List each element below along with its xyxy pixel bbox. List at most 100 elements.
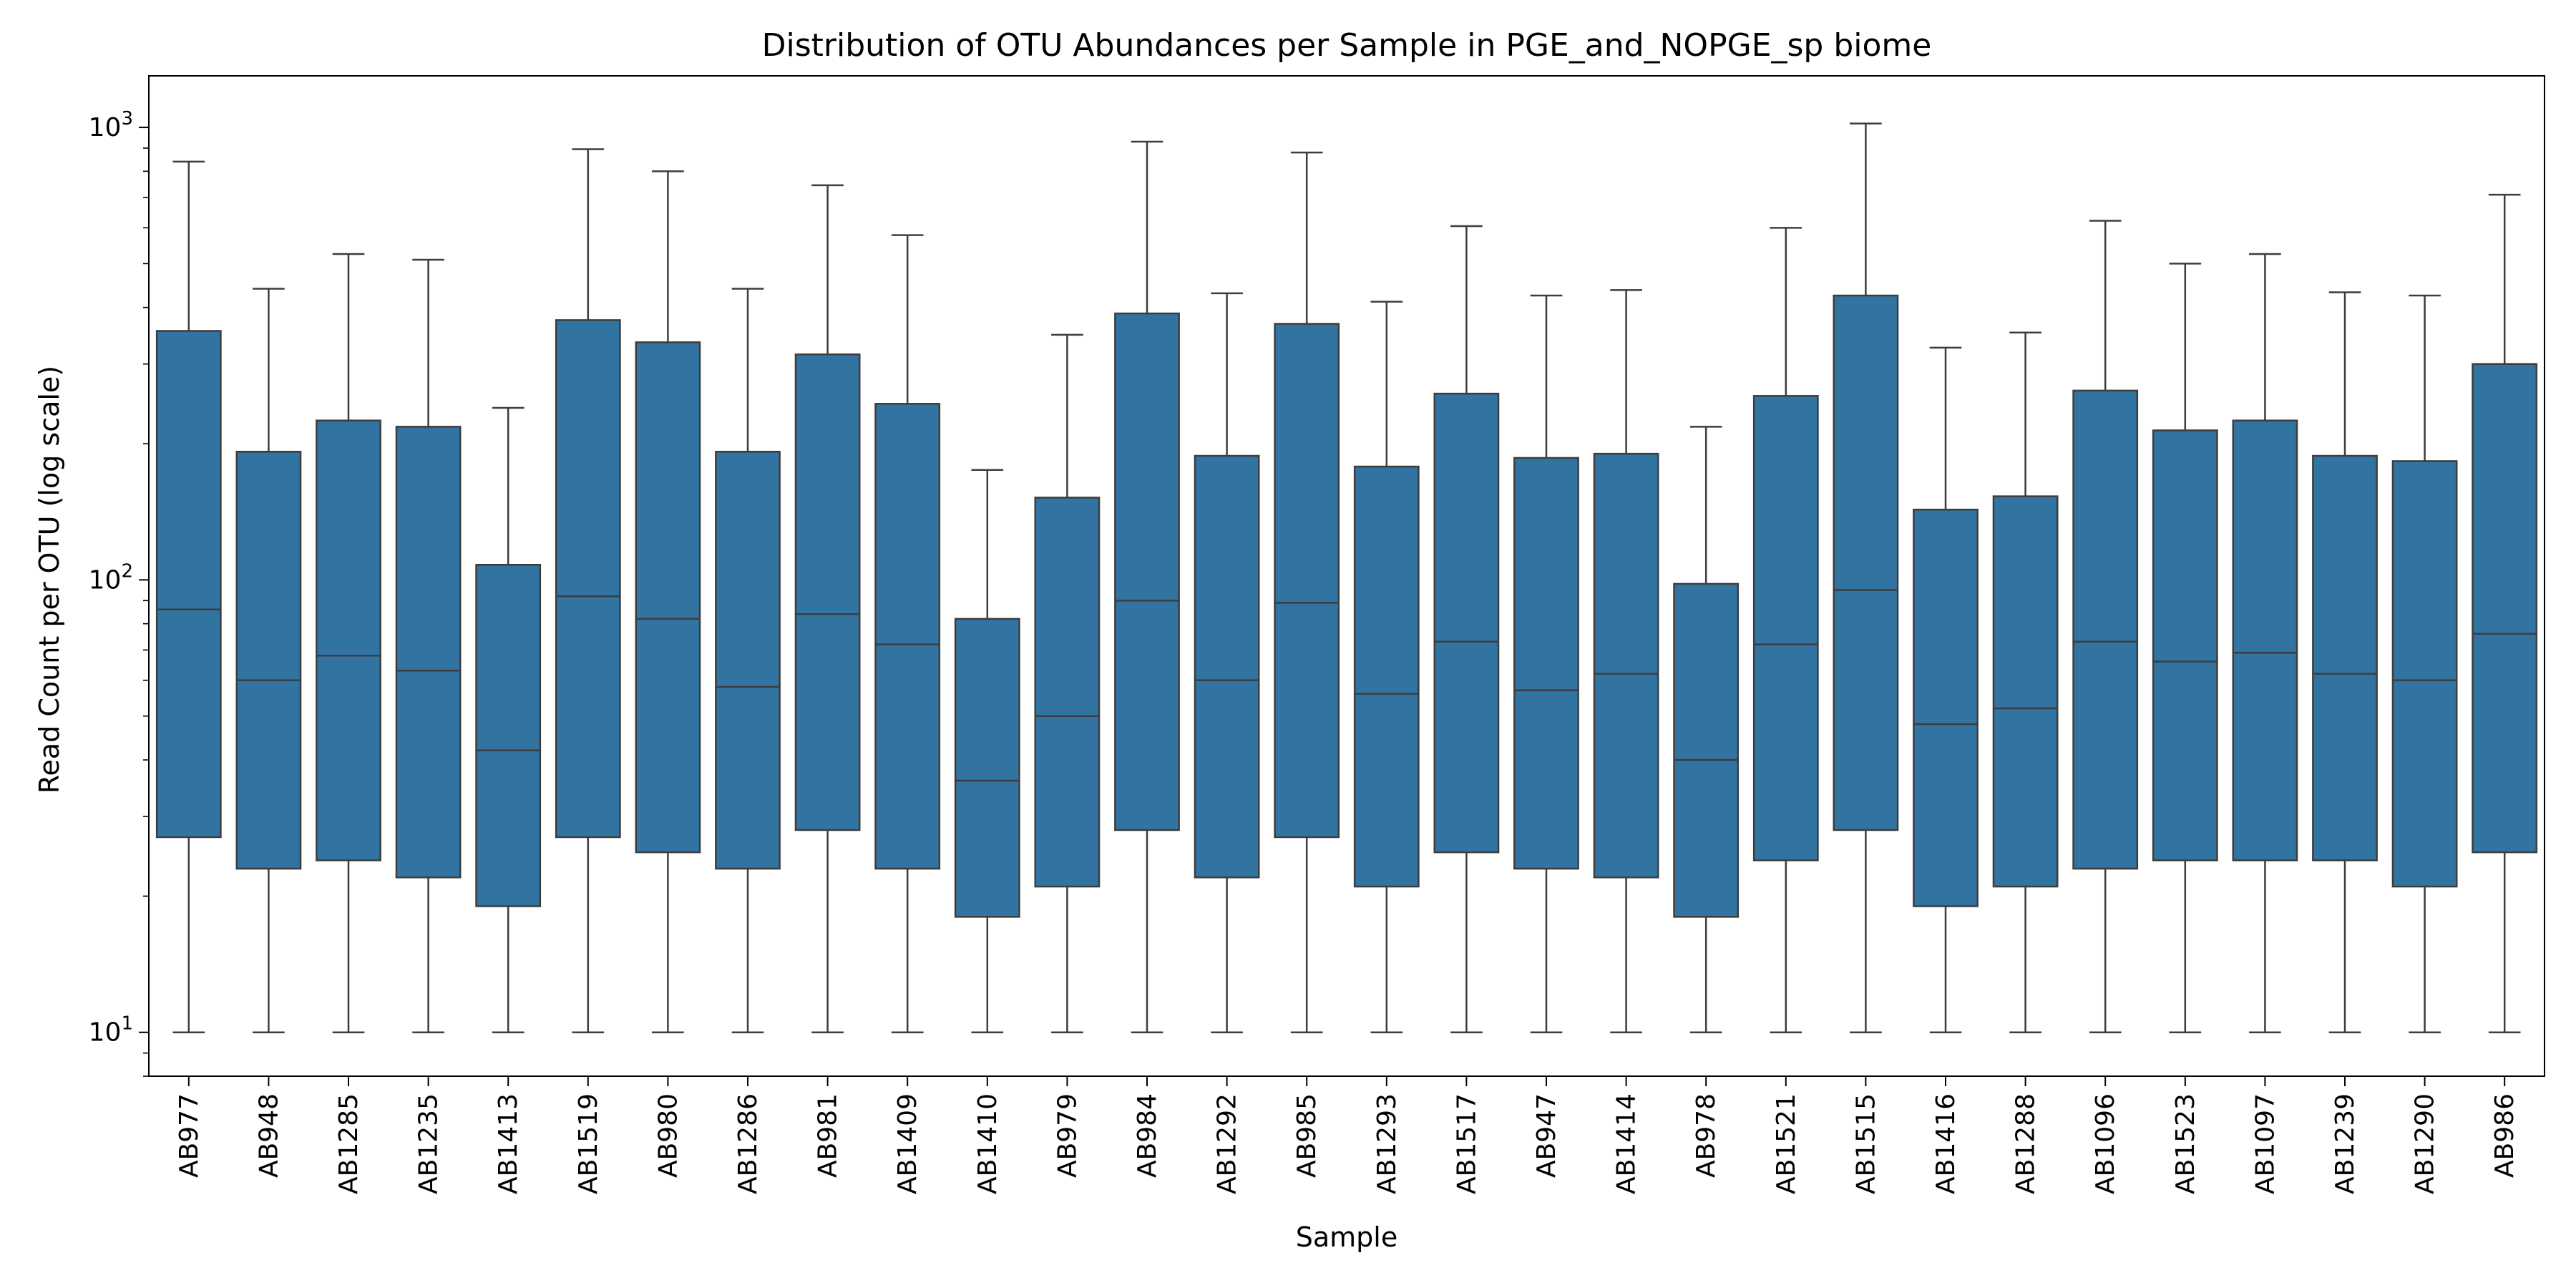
x-tick-label: AB985	[1292, 1093, 1322, 1178]
box	[1913, 508, 1979, 907]
x-tick-label: AB1292	[1213, 1093, 1242, 1194]
x-tick-label: AB979	[1053, 1093, 1082, 1178]
box	[2232, 419, 2298, 862]
x-tick-label: AB947	[1532, 1093, 1561, 1178]
x-tick-label: AB981	[814, 1093, 843, 1178]
box	[1353, 465, 1420, 888]
x-tick-label: AB1239	[2331, 1093, 2360, 1194]
box	[235, 450, 302, 870]
box-group	[155, 160, 222, 1033]
box-group	[1593, 289, 1659, 1033]
y-axis-label: Read Count per OTU (log scale)	[34, 366, 65, 794]
box	[1513, 457, 1579, 870]
x-tick-label: AB1409	[893, 1093, 922, 1194]
box	[2152, 429, 2218, 862]
box-group	[1274, 151, 1340, 1033]
box-group	[1034, 333, 1101, 1033]
box-group	[2232, 253, 2298, 1033]
box-group	[1114, 140, 1180, 1033]
x-tick-label: AB1414	[1612, 1093, 1641, 1194]
box-group	[395, 258, 462, 1033]
box-group	[555, 148, 621, 1033]
box-group	[874, 234, 941, 1033]
box-group	[1194, 292, 1260, 1033]
box	[1992, 495, 2059, 888]
box	[1114, 312, 1180, 831]
x-tick-label: AB1235	[414, 1093, 444, 1194]
x-tick-label: AB1290	[2411, 1093, 2440, 1194]
x-axis-label: Sample	[1296, 1221, 1397, 1253]
box	[2472, 363, 2538, 854]
x-tick-label: AB1523	[2171, 1093, 2200, 1194]
x-tick-label: AB986	[2490, 1093, 2519, 1178]
box	[794, 353, 861, 831]
box-group	[954, 469, 1020, 1033]
x-tick-label: AB1515	[1851, 1093, 1880, 1194]
x-tick-label: AB1285	[334, 1093, 364, 1194]
x-tick-label: AB984	[1133, 1093, 1162, 1178]
box	[2072, 389, 2139, 870]
box-group	[1752, 227, 1819, 1033]
x-axis-ticks: AB977 AB948 AB1285 AB1235 AB1413 AB1519 AB980 A…	[175, 1076, 2519, 1194]
box-group	[2072, 220, 2139, 1033]
y-tick-label: 102	[89, 560, 133, 595]
box-group	[2152, 263, 2218, 1033]
box	[2312, 454, 2378, 862]
box	[874, 403, 941, 870]
box-group	[1913, 346, 1979, 1033]
box	[395, 426, 462, 879]
box	[1034, 497, 1101, 888]
x-tick-label: AB978	[1692, 1093, 1721, 1178]
box	[635, 341, 701, 854]
x-tick-label: AB1286	[733, 1093, 763, 1194]
chart-title: Distribution of OTU Abundances per Sampl…	[762, 27, 1932, 64]
box-group	[475, 406, 542, 1033]
box-group	[1992, 331, 2059, 1033]
x-tick-label: AB980	[653, 1093, 683, 1178]
x-tick-label: AB1521	[1772, 1093, 1801, 1194]
box-group	[1833, 122, 1899, 1033]
x-tick-label: AB1097	[2250, 1093, 2280, 1194]
x-tick-label: AB1517	[1452, 1093, 1481, 1194]
box-group	[2391, 294, 2458, 1033]
box	[155, 330, 222, 839]
box	[555, 319, 621, 839]
box-group	[1353, 301, 1420, 1033]
box	[1833, 294, 1899, 831]
x-tick-label: AB977	[175, 1093, 204, 1178]
box-group	[715, 288, 781, 1033]
box-group	[2472, 193, 2538, 1033]
box	[2391, 460, 2458, 888]
plot-area	[155, 122, 2538, 1033]
box-group	[2312, 291, 2378, 1033]
box-group	[1433, 225, 1500, 1033]
box	[1752, 395, 1819, 862]
x-tick-label: AB1519	[574, 1093, 603, 1194]
box-group	[1513, 294, 1579, 1033]
box	[1593, 452, 1659, 879]
box-group	[316, 253, 381, 1033]
box-group	[235, 288, 302, 1033]
box	[1433, 392, 1500, 854]
y-tick-label: 103	[89, 108, 133, 142]
x-tick-label: AB1416	[1931, 1093, 1961, 1194]
box	[475, 564, 542, 907]
box	[715, 450, 781, 870]
box	[316, 419, 381, 862]
x-tick-label: AB1096	[2091, 1093, 2120, 1194]
y-tick-label: 101	[89, 1013, 133, 1048]
x-tick-label: AB1410	[973, 1093, 1002, 1194]
y-axis-ticks: 101 102 103	[89, 108, 149, 1077]
box	[1274, 323, 1340, 839]
box	[1194, 454, 1260, 879]
x-tick-label: AB1413	[494, 1093, 523, 1194]
box-group	[794, 184, 861, 1033]
box	[954, 618, 1020, 918]
box	[1673, 582, 1740, 918]
box-group	[1673, 426, 1740, 1033]
x-tick-label: AB948	[254, 1093, 283, 1178]
box-group	[635, 170, 701, 1033]
x-tick-label: AB1293	[1372, 1093, 1402, 1194]
x-tick-label: AB1288	[2011, 1093, 2041, 1194]
